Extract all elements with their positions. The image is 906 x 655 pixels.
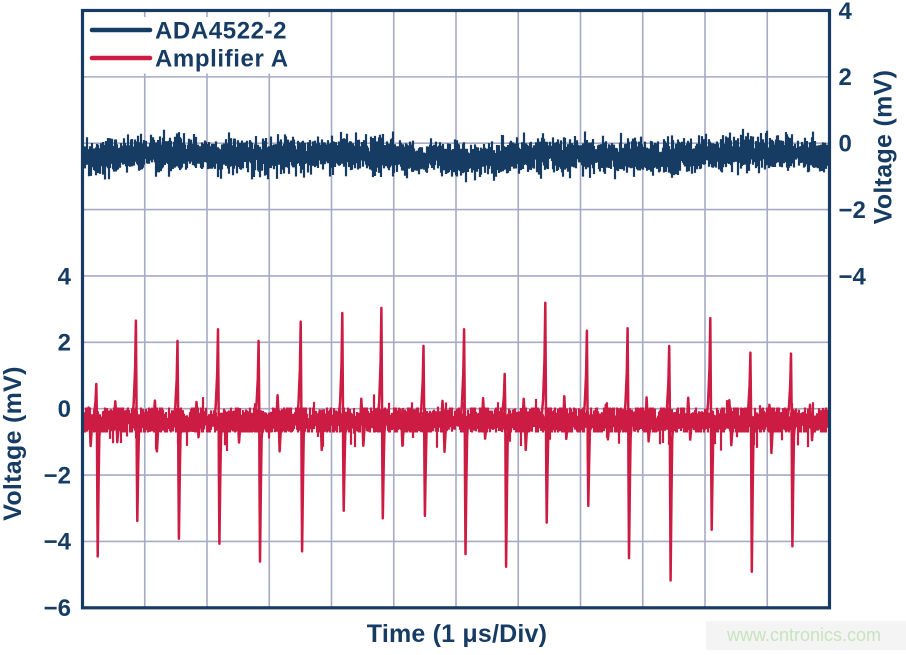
svg-text:0: 0 — [58, 396, 71, 423]
svg-text:4: 4 — [839, 0, 853, 25]
svg-text:4: 4 — [58, 263, 72, 290]
svg-text:0: 0 — [839, 131, 852, 158]
svg-text:Amplifier A: Amplifier A — [155, 46, 289, 73]
svg-text:−4: −4 — [44, 529, 72, 556]
svg-text:www.cntronics.com: www.cntronics.com — [726, 625, 881, 645]
svg-text:−4: −4 — [839, 263, 867, 290]
svg-text:2: 2 — [839, 64, 852, 91]
svg-text:ADA4522-2: ADA4522-2 — [155, 18, 287, 45]
svg-text:Voltage (mV): Voltage (mV) — [0, 366, 27, 521]
svg-text:−6: −6 — [44, 595, 71, 622]
svg-text:−2: −2 — [44, 462, 71, 489]
svg-text:2: 2 — [58, 330, 71, 357]
svg-text:Time (1 μs/Div): Time (1 μs/Div) — [367, 620, 547, 648]
svg-text:Voltage (mV): Voltage (mV) — [870, 70, 898, 225]
svg-text:−2: −2 — [839, 197, 866, 224]
